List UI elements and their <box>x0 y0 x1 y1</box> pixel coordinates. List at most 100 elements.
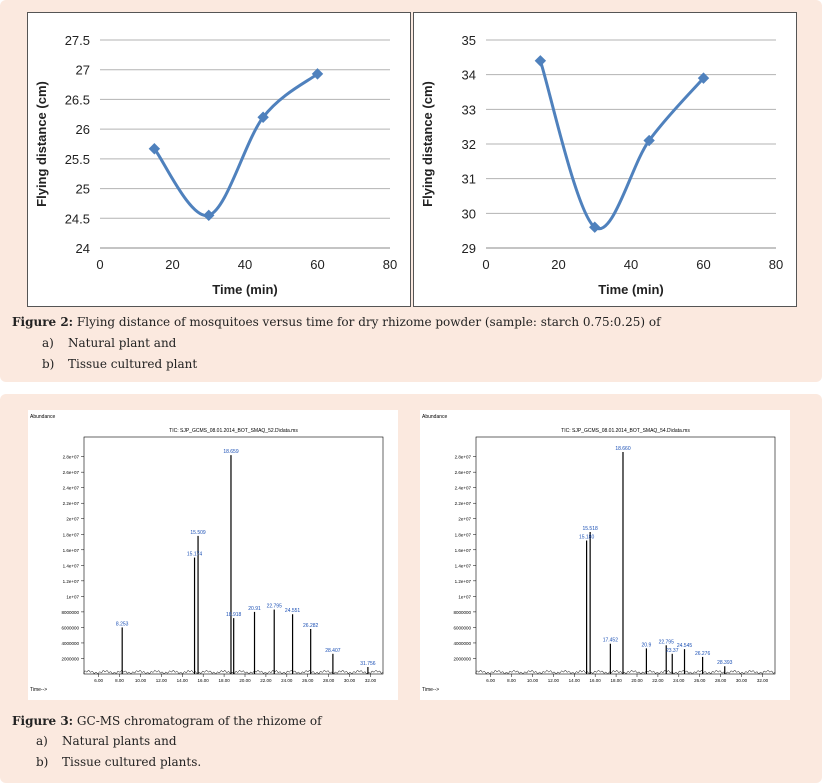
chart-b-ytick-label: 34 <box>462 68 476 83</box>
gcms-a-title: TIC: SJP_GCMS_08.01.2014_BOT_SMAQ_52.D\d… <box>169 428 298 434</box>
chart-b-ytick-label: 33 <box>462 102 476 117</box>
gcms-b-peak-label: 20.9 <box>642 642 652 648</box>
figure-2-item-a-text: Natural plant and <box>68 336 177 350</box>
gcms-b-peak-label: 15.518 <box>582 526 598 532</box>
gcms-a-peak-label: 31.756 <box>360 661 376 667</box>
chart-a-data-point <box>203 209 215 222</box>
gcms-b-peak-label: 15.180 <box>579 534 595 540</box>
gcms-a-peak-label: 18.918 <box>226 612 242 618</box>
figure-3-item-a-marker: a) <box>36 734 48 748</box>
figure-2-item-b-marker: b) <box>42 357 55 371</box>
chart-b-data-point <box>697 72 710 84</box>
gcms-a-ytick-label: 4000000 <box>61 641 79 646</box>
gcms-a-xtick-label: 18.00 <box>218 678 230 683</box>
gcms-a-ytick-label: 1.8e+07 <box>63 532 80 537</box>
chart-a-ytick-label: 27.5 <box>65 33 90 48</box>
chart-a-xtick-label: 0 <box>96 257 103 272</box>
gcms-a-xtick-label: 30.00 <box>344 678 356 683</box>
chart-b-xtick-label: 60 <box>696 257 710 272</box>
gcms-a-xtick-label: 10.00 <box>135 678 147 683</box>
gcms-a-ytick-label: 1e+07 <box>66 594 79 599</box>
gcms-b-xtick-label: 24.00 <box>673 678 685 683</box>
gcms-a-ytick-label: 8000000 <box>61 610 79 615</box>
chart-a-frame: 24 24.5 25 25.5 26 26.5 27 27.5 0 20 40 60 80 Time (m… <box>27 12 411 307</box>
gcms-b-plot-frame <box>475 436 776 675</box>
gcms-b-peak-label: 24.545 <box>677 643 693 649</box>
chart-a-ylabel: Flying distance (cm) <box>34 81 49 207</box>
gcms-a-frame: Abundance Time--> TIC: SJP_GCMS_08.01.2014… <box>28 410 398 700</box>
figure-2-text: Flying distance of mosquitoes versus tim… <box>73 315 661 329</box>
gcms-b-xtick-label: 30.00 <box>736 678 748 683</box>
gcms-a-peak-label: 18.659 <box>223 449 239 455</box>
chart-b-data-point <box>589 221 601 233</box>
chart-b-ytick-label: 31 <box>462 172 476 187</box>
chart-b-xtick-label: 80 <box>769 257 783 272</box>
gcms-chromatogram-b: Abundance Time--> TIC: SJP_GCMS_08.01.2014… <box>422 414 776 693</box>
chart-b-data-point <box>534 55 547 67</box>
chart-a: 24 24.5 25 25.5 26 26.5 27 27.5 0 20 40 60 80 Time (m… <box>34 33 397 297</box>
chart-b-ytick-label: 32 <box>462 137 476 152</box>
chart-a-ytick-label: 26 <box>76 122 90 137</box>
figure-2-label: Figure 2: <box>12 315 74 329</box>
gcms-b-xtick-label: 6.00 <box>486 678 495 683</box>
chart-a-xtick-label: 60 <box>310 257 324 272</box>
chart-a-data-point <box>311 68 324 80</box>
gcms-a-xtick-label: 6.00 <box>94 678 103 683</box>
gcms-b-ytick-label: 4000000 <box>453 641 471 646</box>
chart-b-xlabel: Time (min) <box>598 282 664 297</box>
gcms-b-peak-label: 17.452 <box>603 638 619 644</box>
figure-2-caption: Figure 2: Flying distance of mosquitoes … <box>12 313 812 332</box>
gcms-a-ytick-label: 2.4e+07 <box>63 486 80 491</box>
gcms-a-xtick-label: 32.00 <box>365 678 377 683</box>
figure-2-item-a-marker: a) <box>42 336 54 350</box>
gcms-a-ytick-label: 2.6e+07 <box>63 470 80 475</box>
gcms-b-xtick-label: 10.00 <box>527 678 539 683</box>
figure-3-item-a-text: Natural plants and <box>62 734 177 748</box>
gcms-b-ytick-label: 1.8e+07 <box>455 532 472 537</box>
gcms-b-peak-label: 26.276 <box>695 651 711 657</box>
chart-b-xtick-label: 0 <box>482 257 489 272</box>
gcms-b-peak-label: 23.37 <box>666 648 679 654</box>
gcms-b-ylabel: Abundance <box>422 414 448 420</box>
gcms-chromatogram-a: Abundance Time--> TIC: SJP_GCMS_08.01.2014… <box>30 414 384 693</box>
gcms-a-xtick-label: 16.00 <box>198 678 210 683</box>
chart-a-xlabel: Time (min) <box>212 282 278 297</box>
gcms-b-xtick-label: 20.00 <box>631 678 643 683</box>
gcms-b-xtick-label: 18.00 <box>610 678 622 683</box>
gcms-b-peak-label: 28.393 <box>717 660 733 666</box>
chart-a-data-point <box>257 111 269 123</box>
chart-b-xtick-label: 20 <box>551 257 565 272</box>
gcms-a-ylabel: Abundance <box>30 414 56 420</box>
gcms-b-xtick-label: 8.00 <box>507 678 516 683</box>
figure-3-item-b-marker: b) <box>36 755 49 769</box>
gcms-b-ytick-label: 2e+07 <box>458 517 471 522</box>
gcms-a-peak-label: 15.509 <box>190 530 206 536</box>
chart-b-ytick-label: 35 <box>462 33 476 48</box>
gcms-b-xtick-label: 16.00 <box>590 678 602 683</box>
gcms-a-ytick-label: 2e+07 <box>66 517 79 522</box>
gcms-a-peak-label: 26.282 <box>303 623 319 629</box>
chart-a-ytick-label: 25 <box>76 182 90 197</box>
gcms-b-ytick-label: 2.4e+07 <box>455 486 472 491</box>
chart-b-ytick-label: 30 <box>462 206 476 221</box>
gcms-b-xtick-label: 32.00 <box>757 678 769 683</box>
chart-a-ytick-label: 25.5 <box>65 152 90 167</box>
chart-a-xtick-label: 20 <box>165 257 179 272</box>
gcms-a-xlabel: Time--> <box>30 687 47 693</box>
figure-3-text: GC-MS chromatogram of the rhizome of <box>73 714 322 728</box>
figure-2-item-b-text: Tissue cultured plant <box>68 357 198 371</box>
gcms-a-xtick-label: 8.00 <box>115 678 124 683</box>
gcms-a-ytick-label: 6000000 <box>61 625 79 630</box>
gcms-a-ytick-label: 1.2e+07 <box>63 579 80 584</box>
gcms-b-ytick-label: 1.4e+07 <box>455 563 472 568</box>
gcms-a-peak-label: 8.253 <box>116 621 129 627</box>
gcms-a-peak-label: 22.795 <box>267 604 283 610</box>
chart-b-series-line <box>538 60 705 231</box>
gcms-b-xlabel: Time--> <box>422 687 439 693</box>
gcms-b-ytick-label: 1.6e+07 <box>455 548 472 553</box>
chart-b: 29 30 31 32 33 34 35 0 20 40 60 80 Time (min) Flying … <box>420 33 783 297</box>
gcms-b-ytick-label: 2.2e+07 <box>455 501 472 506</box>
chart-b-data-point <box>643 134 655 147</box>
gcms-a-xtick-label: 12.00 <box>156 678 168 683</box>
gcms-b-ytick-label: 2.6e+07 <box>455 470 472 475</box>
